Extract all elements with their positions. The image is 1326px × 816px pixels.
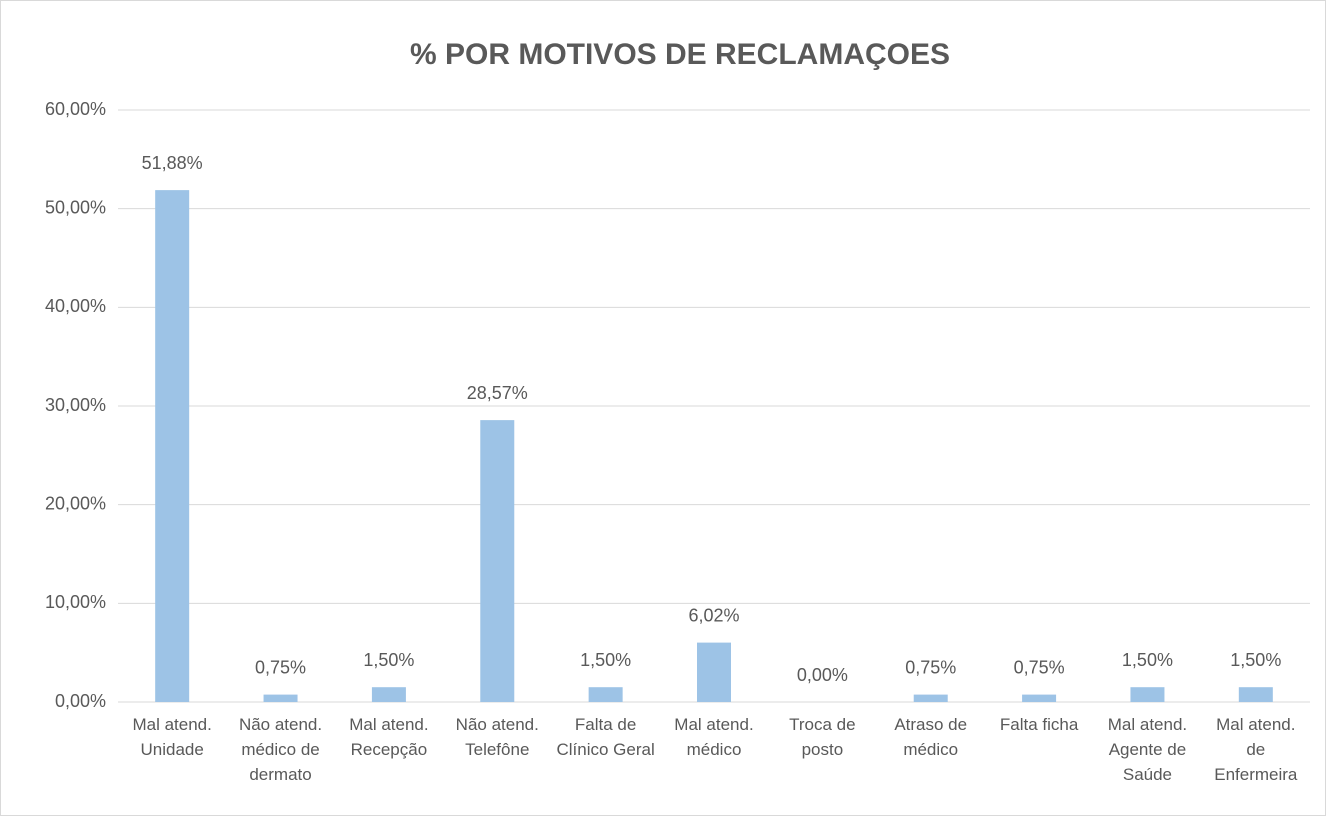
data-label: 1,50% [363, 650, 414, 670]
x-tick-label-box: Falta de Clínico Geral [556, 715, 655, 759]
x-tick-label: Mal atend. Agente de Saúde [1107, 715, 1188, 784]
y-tick-label: 0,00% [55, 691, 106, 711]
x-tick-label: Atraso de médico [894, 715, 968, 759]
x-tick-label-box: Não atend. médico de dermato [238, 715, 323, 784]
x-tick-label-box: Mal atend. de Enfermeira [1214, 715, 1298, 784]
x-tick-label: Não atend. médico de dermato [238, 715, 323, 784]
x-tick-label-box: Mal atend. Unidade [132, 715, 212, 759]
x-tick-label: Falta ficha [999, 715, 1079, 734]
x-tick-label: Mal atend. de Enfermeira [1214, 715, 1298, 784]
bar [697, 642, 731, 702]
bar [1130, 687, 1165, 702]
bar [371, 687, 406, 702]
x-tick-label-box: Não atend. Telefône [455, 715, 539, 759]
bar [588, 687, 623, 702]
chart-title: % POR MOTIVOS DE RECLAMAÇOES [410, 38, 950, 71]
x-tick-label: Mal atend. Unidade [132, 715, 212, 759]
data-label: 1,50% [1230, 650, 1281, 670]
data-label: 0,00% [797, 665, 848, 685]
x-tick-label-box: Atraso de médico [894, 715, 968, 759]
data-label: 0,75% [1014, 657, 1065, 677]
y-tick-label: 20,00% [45, 493, 106, 513]
data-label: 1,50% [1122, 650, 1173, 670]
x-tick-label-box: Falta ficha [999, 715, 1079, 734]
data-label: 0,75% [905, 657, 956, 677]
x-tick-label-box: Mal atend. Recepção [349, 715, 429, 759]
y-tick-label: 10,00% [45, 592, 106, 612]
y-tick-label: 50,00% [45, 197, 106, 217]
x-tick-label-box: Mal atend. Agente de Saúde [1107, 715, 1188, 784]
y-tick-label: 40,00% [45, 296, 106, 316]
x-tick-label: Não atend. Telefône [455, 715, 539, 759]
data-label: 1,50% [580, 650, 631, 670]
x-tick-label-box: Mal atend. médico [674, 715, 754, 759]
x-tick-label-box: Troca de posto [789, 715, 856, 759]
bar [263, 694, 298, 702]
x-tick-label: Troca de posto [789, 715, 856, 759]
data-label: 6,02% [688, 605, 739, 625]
x-tick-label: Falta de Clínico Geral [556, 715, 655, 759]
data-label: 51,88% [142, 153, 203, 173]
bar [1238, 687, 1273, 702]
bar [913, 694, 948, 702]
bar [1022, 694, 1057, 702]
x-tick-label: Mal atend. médico [674, 715, 754, 759]
bar [155, 190, 190, 702]
data-label: 0,75% [255, 657, 306, 677]
y-tick-label: 30,00% [45, 395, 106, 415]
y-tick-label: 60,00% [45, 99, 106, 119]
data-label: 28,57% [467, 383, 528, 403]
bar [480, 420, 515, 702]
x-tick-label: Mal atend. Recepção [349, 715, 429, 759]
